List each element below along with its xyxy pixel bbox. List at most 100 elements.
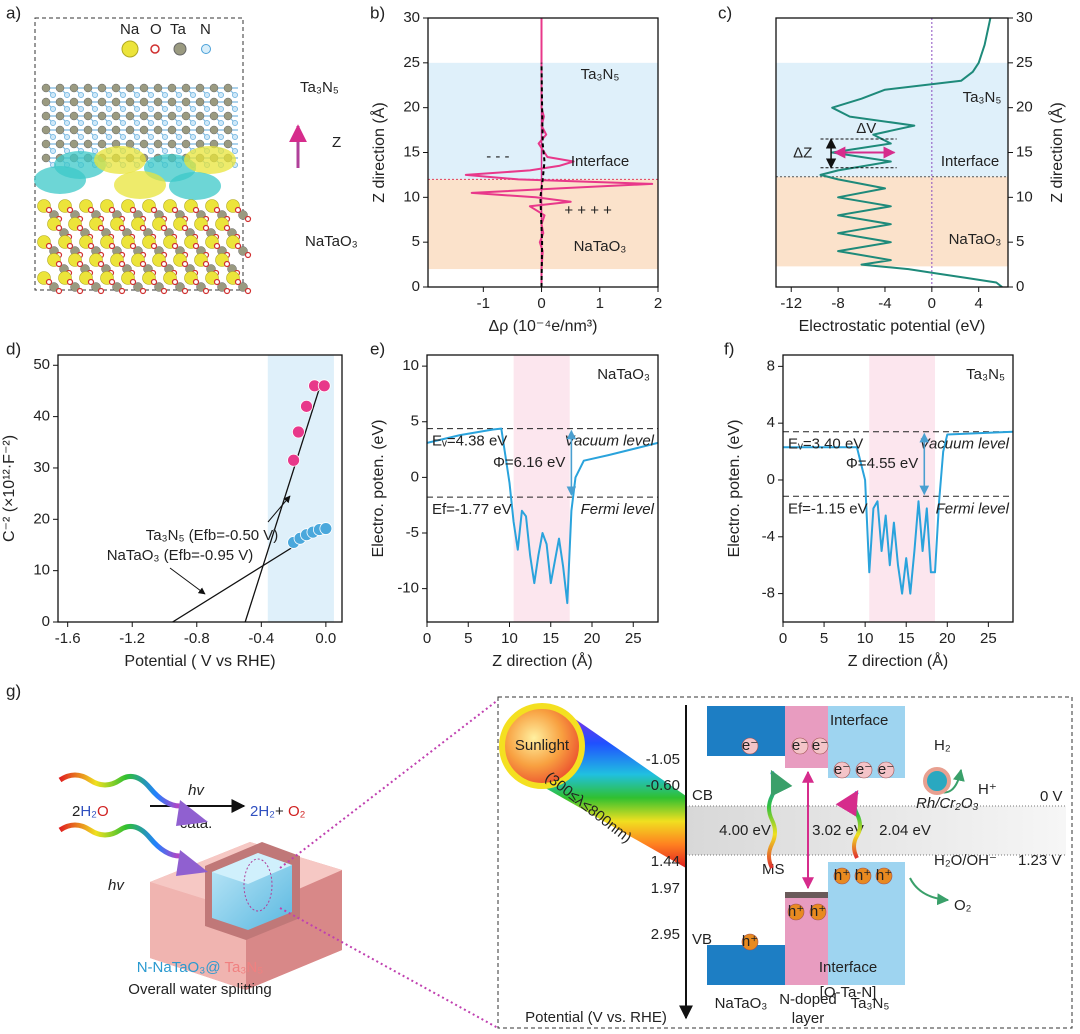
atom-o <box>192 278 200 286</box>
atom-n <box>232 92 238 98</box>
point <box>292 425 305 439</box>
atom-n <box>50 148 56 154</box>
atom-n <box>50 134 56 140</box>
atom-ta <box>223 139 233 149</box>
zoom-line <box>279 907 499 1029</box>
atom-n <box>106 120 112 126</box>
atom-o <box>118 260 126 268</box>
point <box>300 399 313 413</box>
charge-density <box>114 171 166 199</box>
atom-o <box>181 224 189 232</box>
light-wave <box>58 772 181 809</box>
atom-o <box>139 260 147 268</box>
atom-n <box>176 148 182 154</box>
atom-o <box>139 224 147 232</box>
panel-label: e) <box>370 339 385 358</box>
y-tick-label: 20 <box>1016 99 1033 116</box>
atom-ta <box>195 97 205 107</box>
hole-label: h⁺ <box>788 903 804 920</box>
annotation: - - - <box>486 148 509 165</box>
atom-o <box>234 242 242 250</box>
atom-n <box>162 92 168 98</box>
x-tick-label: -12 <box>780 295 802 312</box>
atom-n <box>134 134 140 140</box>
electron-label: e⁻ <box>792 737 808 754</box>
y-tick-label: 4 <box>767 414 775 431</box>
atom-n <box>134 120 140 126</box>
atom-ta <box>97 125 107 135</box>
atom-n <box>120 106 126 112</box>
x-tick-label: 0 <box>779 630 787 647</box>
atom-o <box>118 287 126 295</box>
caption: Overall water splitting <box>128 981 271 998</box>
atom-ta <box>181 83 191 93</box>
atom-ta <box>139 83 149 93</box>
y-tick-label: 40 <box>33 408 50 425</box>
sunlight-label: Sunlight <box>515 737 570 754</box>
atom-o <box>150 242 158 250</box>
atom-o <box>129 278 137 286</box>
atom-n <box>78 120 84 126</box>
light-label: hv <box>108 877 125 894</box>
atom-n <box>92 106 98 112</box>
atom-ta <box>111 83 121 93</box>
atom-o <box>129 242 137 250</box>
atom-ta <box>139 139 149 149</box>
light-wave <box>58 822 181 859</box>
atom-ta <box>209 83 219 93</box>
y-tick-label: -10 <box>397 580 419 597</box>
atom-ta <box>69 97 79 107</box>
charge-density <box>184 146 236 174</box>
atom-ta <box>154 282 164 292</box>
y-tick-label: 25 <box>1016 54 1033 71</box>
atom-n <box>64 134 70 140</box>
plot-area <box>427 355 658 622</box>
region-label: Ta₃N₅ <box>963 89 1002 106</box>
atom-o <box>244 215 252 223</box>
atom-ta <box>111 97 121 107</box>
region-label: NaTaO₃ <box>949 231 1002 248</box>
annotation: ΔV <box>856 120 876 137</box>
atom-n <box>176 106 182 112</box>
atom-o <box>160 287 168 295</box>
atom-n <box>204 92 210 98</box>
atom-n <box>134 92 140 98</box>
x-tick-label: 15 <box>542 630 559 647</box>
x-tick-label: 1 <box>596 295 604 312</box>
atom-ta <box>153 125 163 135</box>
electron <box>741 737 759 755</box>
redox-band <box>686 806 1066 855</box>
eq-part: 2 <box>72 803 80 820</box>
axes-frame <box>426 354 659 623</box>
atom-ta <box>41 125 51 135</box>
atom-ta <box>195 125 205 135</box>
atom-o <box>97 260 105 268</box>
point <box>319 522 333 535</box>
atom-ta <box>112 282 122 292</box>
atom-ta <box>238 282 248 292</box>
atom-o <box>108 242 116 250</box>
atom-ta <box>153 97 163 107</box>
atom-ta <box>175 282 185 292</box>
material-part: Ta₃N₅ <box>224 959 263 976</box>
atom-n <box>64 120 70 126</box>
atom-n <box>204 106 210 112</box>
atom-ta <box>223 125 233 135</box>
potential-label: 1.97 <box>651 880 680 897</box>
region-label: Ta₃N₅ <box>581 66 620 83</box>
atom-ta <box>125 111 135 121</box>
potential-label: 2.95 <box>651 926 680 943</box>
svg-text:2H₂O: 2H₂O <box>72 803 109 820</box>
hole-label: h⁺ <box>876 867 892 884</box>
band-ndoped-cb <box>785 706 828 768</box>
atom-ta <box>196 282 206 292</box>
cocatalyst <box>923 767 951 795</box>
atom-o <box>202 287 210 295</box>
level-label: Eᵥ=3.40 eV <box>788 436 863 453</box>
fit-line <box>244 383 322 622</box>
interface-bond: [O-Ta-N] <box>820 984 877 1001</box>
atom-o <box>213 242 221 250</box>
y-tick-label: 10 <box>403 188 420 205</box>
atom-o <box>171 278 179 286</box>
atom-ta <box>41 111 51 121</box>
